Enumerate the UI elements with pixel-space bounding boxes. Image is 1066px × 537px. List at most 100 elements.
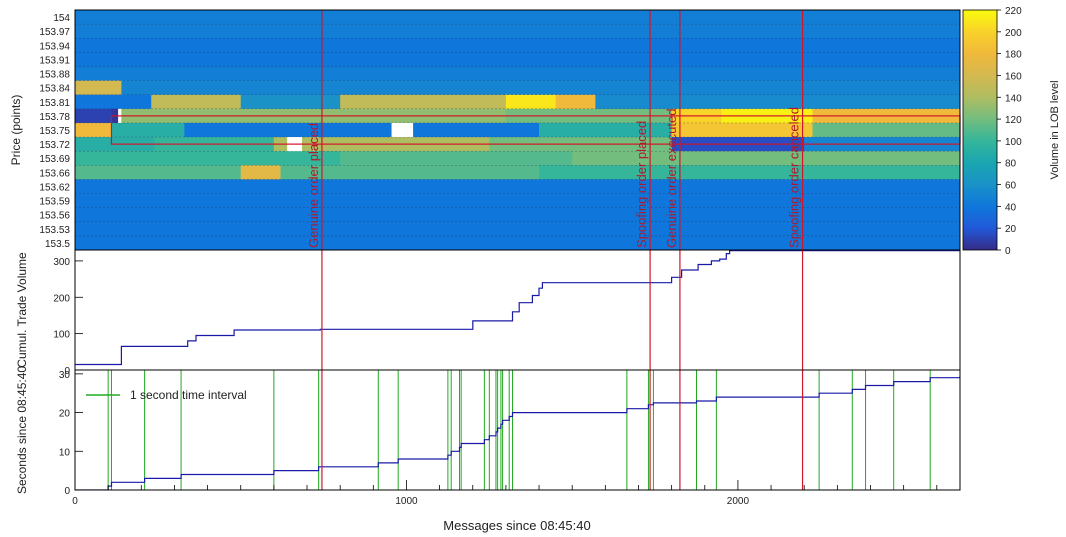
event-label: Spoofing order canceled	[787, 107, 802, 248]
x-axis: 0 1000 2000	[72, 480, 938, 507]
heat-cell	[671, 122, 813, 138]
heat-cell	[75, 151, 341, 166]
colorbar-tick-label: 80	[1005, 159, 1017, 170]
price-tick-label: 153.56	[39, 211, 70, 222]
price-tick-label: 153.91	[39, 55, 70, 66]
heat-cell	[280, 165, 540, 180]
y-tick-label: 100	[53, 330, 70, 341]
heat-cell	[75, 52, 960, 67]
y-tick-label: 30	[59, 370, 71, 381]
colorbar-tick-label: 180	[1005, 50, 1022, 61]
colorbar-ticks: 0 20 40 60 80 100 120 140 160 180 200 220	[997, 6, 1022, 257]
heat-cell	[75, 193, 960, 208]
price-tick-labels: 154 153.97 153.94 153.91 153.88 153.84 153.81 1…	[39, 13, 70, 250]
seconds-panel: 0 10 20 30	[59, 370, 960, 497]
heat-cell	[812, 122, 960, 138]
heat-cell	[595, 94, 960, 110]
heat-cell	[75, 207, 960, 223]
heat-cell	[121, 80, 960, 96]
heat-cell	[75, 108, 112, 124]
heat-cell	[75, 80, 122, 96]
heatmap-cells	[75, 10, 960, 250]
heatmap-ylabel: Price (points)	[9, 95, 23, 166]
heat-cell	[75, 94, 152, 110]
event-label: Spoofing order placed	[634, 121, 649, 248]
y-tick-label: 200	[53, 293, 70, 304]
event-label: Genuine order executed	[664, 109, 679, 248]
price-tick-label: 153.84	[39, 84, 70, 95]
heat-cell	[111, 122, 185, 138]
colorbar	[962, 9, 998, 251]
heat-cell	[75, 122, 112, 138]
heat-cell	[572, 151, 960, 166]
heat-cell	[240, 94, 341, 110]
heat-cell	[75, 10, 960, 25]
colorbar-tick-label: 100	[1005, 137, 1022, 148]
price-tick-label: 153.88	[39, 70, 70, 81]
heat-cell	[75, 235, 960, 250]
heat-cell	[539, 122, 672, 138]
seconds-line	[75, 375, 960, 490]
heat-cell	[75, 221, 960, 237]
heat-cell	[151, 94, 242, 110]
price-tick-label: 153.75	[39, 126, 70, 137]
heat-cell	[240, 165, 281, 180]
price-tick-label: 153.78	[39, 112, 70, 123]
price-tick-label: 153.94	[39, 41, 70, 52]
event-label: Genuine order placed	[306, 123, 321, 248]
event-markers: Genuine order placed Spoofing order place…	[306, 10, 804, 490]
price-tick-label: 153.72	[39, 140, 70, 151]
seconds-frame	[74, 369, 961, 491]
price-tick-label: 153.5	[45, 239, 70, 250]
volume-line	[75, 250, 960, 366]
seconds-ylabel: Seconds since 08:45:40	[15, 366, 29, 494]
y-tick-label: 10	[59, 447, 71, 458]
heat-cell	[539, 165, 960, 180]
volume-panel: 0 100 200 300	[53, 250, 960, 377]
colorbar-tick-label: 120	[1005, 115, 1022, 126]
price-tick-label: 153.62	[39, 182, 70, 193]
volume-frame	[74, 249, 961, 371]
price-tick-label: 153.59	[39, 197, 70, 208]
heat-cell	[555, 94, 596, 110]
legend: 1 second time interval	[86, 388, 247, 402]
x-tick-label: 0	[72, 496, 78, 507]
price-tick-label: 153.97	[39, 27, 70, 38]
x-tick-label: 1000	[395, 496, 418, 507]
colorbar-gradient	[962, 9, 998, 251]
legend-label: 1 second time interval	[130, 388, 247, 402]
colorbar-tick-label: 0	[1005, 246, 1011, 257]
heat-cell	[75, 165, 242, 180]
y-tick-label: 0	[64, 366, 70, 377]
colorbar-tick-label: 20	[1005, 224, 1017, 235]
heat-gap	[391, 122, 414, 138]
heat-cell	[340, 151, 573, 166]
heat-cell	[75, 24, 960, 39]
colorbar-tick-label: 200	[1005, 28, 1022, 39]
colorbar-tick-label: 140	[1005, 93, 1022, 104]
x-tick-label: 2000	[727, 496, 750, 507]
colorbar-label: Volume in LOB level	[1049, 80, 1061, 179]
heat-cell	[75, 66, 960, 81]
price-tick-label: 153.81	[39, 98, 70, 109]
y-tick-label: 300	[53, 257, 70, 268]
x-axis-label: Messages since 08:45:40	[443, 518, 590, 533]
heat-cell	[340, 94, 507, 110]
heat-cell	[75, 179, 960, 194]
heatmap-gridlines	[75, 23, 960, 237]
colorbar-tick-label: 40	[1005, 202, 1017, 213]
heat-cell	[184, 122, 540, 138]
price-tick-label: 153.69	[39, 154, 70, 165]
heat-cell	[75, 38, 960, 53]
price-tick-label: 153.53	[39, 225, 70, 236]
y-tick-label: 0	[64, 486, 70, 497]
colorbar-tick-label: 220	[1005, 6, 1022, 17]
y-tick-label: 20	[59, 409, 71, 420]
colorbar-tick-label: 160	[1005, 71, 1022, 82]
price-tick-label: 153.66	[39, 168, 70, 179]
colorbar-tick-label: 60	[1005, 181, 1017, 192]
heat-cell	[505, 94, 556, 110]
volume-ylabel: Cumul. Trade Volume	[15, 252, 29, 368]
price-tick-label: 154	[53, 13, 70, 24]
